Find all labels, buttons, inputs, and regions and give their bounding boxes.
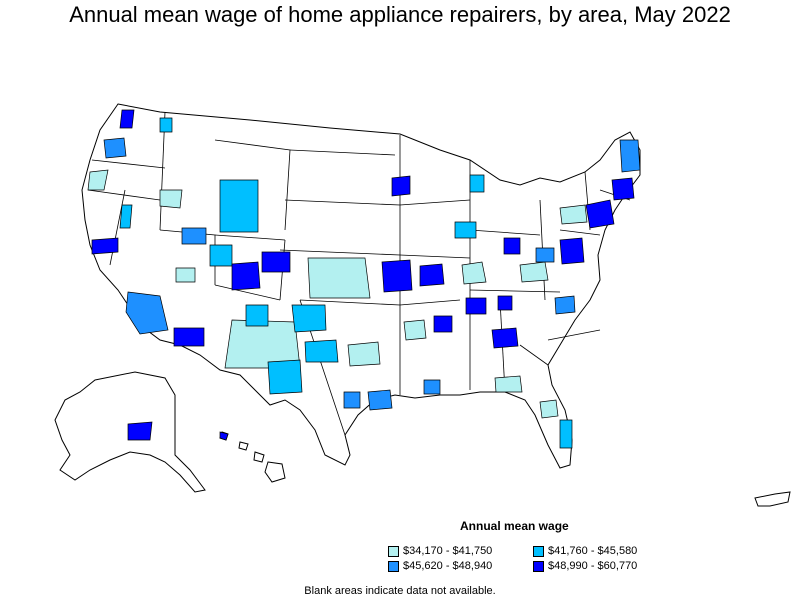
legend-item-tier-1: $34,170 - $41,750 (388, 545, 492, 557)
legend-swatch-tier-2 (533, 545, 544, 557)
legend-label-tier-1: $34,170 - $41,750 (403, 545, 493, 557)
legend-label-tier-2: $41,760 - $45,580 (548, 545, 638, 557)
legend-label-tier-3: $45,620 - $48,940 (403, 560, 493, 572)
legend-item-tier-2: $41,760 - $45,580 (533, 545, 637, 557)
hawaii-islands (219, 431, 286, 483)
wage-tier-3-areas (103, 137, 641, 411)
legend-swatch-tier-1 (388, 545, 399, 557)
no-data-note: Blank areas indicate data not available. (304, 585, 496, 597)
legend-swatch-tier-3 (388, 560, 399, 572)
legend-item-tier-4: $48,990 - $60,770 (533, 560, 637, 572)
legend-title: Annual mean wage (460, 519, 569, 533)
map-title: Annual mean wage of home appliance repai… (69, 2, 731, 27)
wage-tier-2-areas (119, 117, 573, 449)
legend-label-tier-4: $48,990 - $60,770 (548, 560, 638, 572)
state-borders (87, 111, 631, 436)
legend-swatch-tier-4 (533, 560, 544, 572)
legend-item-tier-3: $45,620 - $48,940 (388, 560, 492, 572)
puerto-rico-outline (754, 491, 791, 507)
wage-tier-1-areas (87, 169, 588, 419)
wage-tier-4-areas (91, 109, 635, 441)
